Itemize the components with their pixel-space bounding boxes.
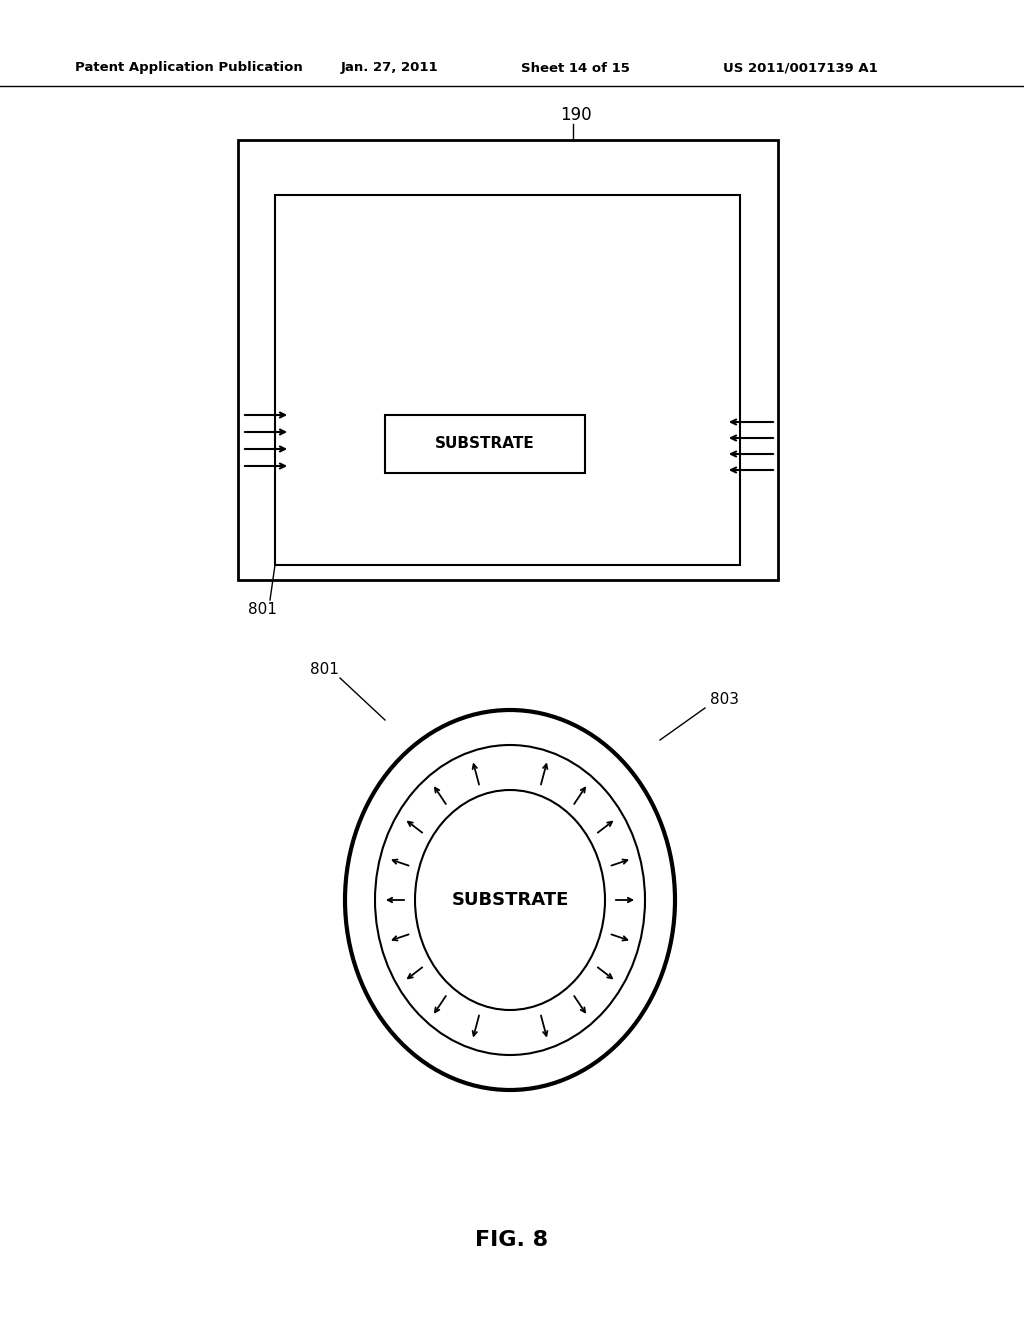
Ellipse shape: [375, 744, 645, 1055]
Bar: [385, 414, 585, 473]
Text: Patent Application Publication: Patent Application Publication: [75, 62, 303, 74]
Text: Sheet 14 of 15: Sheet 14 of 15: [520, 62, 630, 74]
Text: 801: 801: [310, 663, 339, 677]
Ellipse shape: [345, 710, 675, 1090]
Text: FIG. 8: FIG. 8: [475, 1230, 549, 1250]
Text: Jan. 27, 2011: Jan. 27, 2011: [341, 62, 439, 74]
Text: 801: 801: [248, 602, 276, 618]
Bar: [275, 195, 740, 565]
Text: US 2011/0017139 A1: US 2011/0017139 A1: [723, 62, 878, 74]
Ellipse shape: [415, 789, 605, 1010]
Text: 190: 190: [560, 106, 592, 124]
Text: 803: 803: [710, 693, 739, 708]
Text: SUBSTRATE: SUBSTRATE: [435, 437, 535, 451]
Bar: [238, 140, 778, 579]
Text: SUBSTRATE: SUBSTRATE: [452, 891, 568, 909]
